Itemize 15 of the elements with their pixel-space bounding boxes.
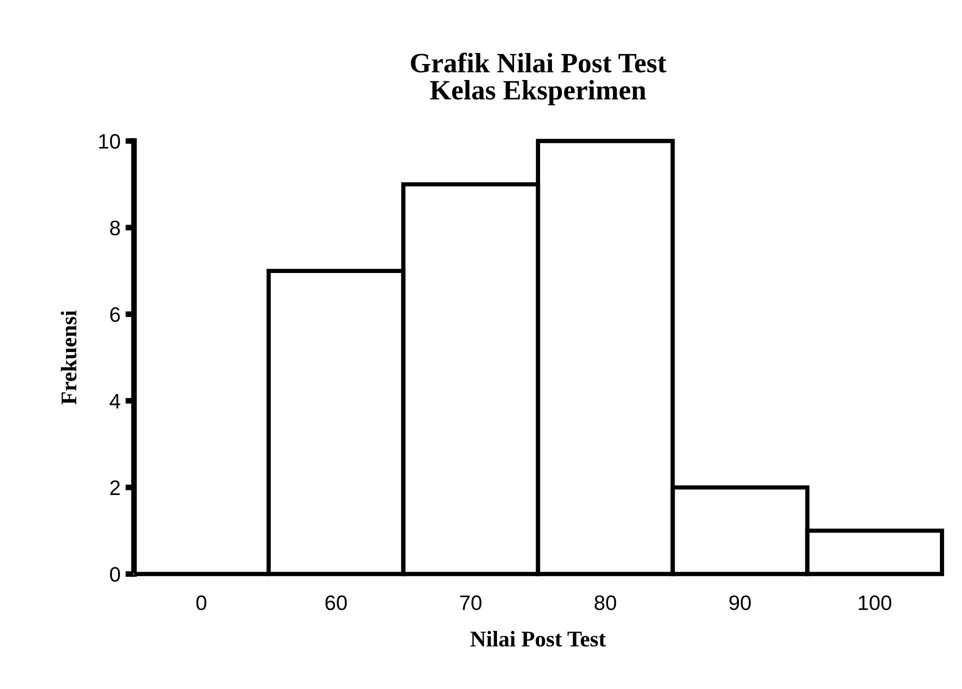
y-tick-label: 10	[99, 134, 120, 149]
x-tick-label: 100	[858, 595, 892, 610]
y-tick-label: 2	[110, 480, 120, 495]
x-tick-label: 0	[196, 595, 206, 610]
x-tick-label: 80	[594, 595, 616, 610]
chart-title: Grafik Nilai Post Test Kelas Eksperimen	[410, 52, 666, 106]
x-tick-label: 90	[729, 595, 751, 610]
y-tick-label: 0	[110, 567, 120, 582]
x-tick-label: 70	[460, 595, 482, 610]
y-tick-label: 8	[110, 220, 120, 236]
x-tick-label: 60	[325, 595, 347, 610]
y-axis-title: Frekuensi	[60, 310, 77, 404]
x-axis-title: Nilai Post Test	[470, 630, 606, 647]
y-tick-label: 4	[110, 394, 120, 408]
y-tick-label: 6	[110, 307, 120, 322]
